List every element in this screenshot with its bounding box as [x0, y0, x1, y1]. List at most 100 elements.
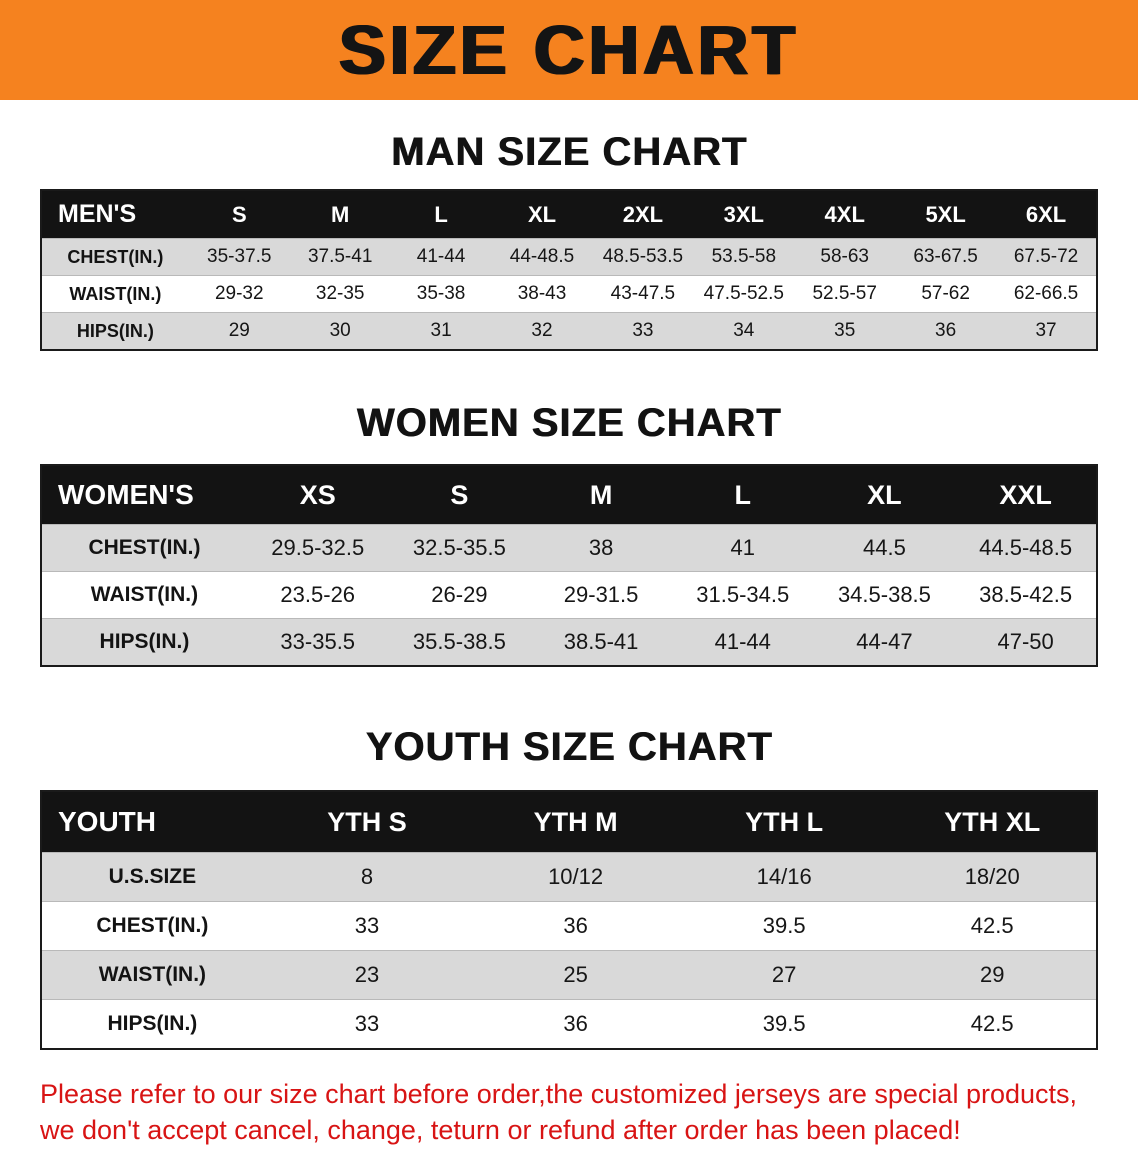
size-value-cell: 58-63 [820, 246, 870, 267]
table-row: WAIST(IN.) 29-32 32-35 35-38 38-43 43-47.5 47.… [41, 275, 1097, 313]
table-title-cell: YOUTH [41, 791, 263, 853]
size-value-cell: 34.5-38.5 [837, 582, 931, 607]
size-value-cell: 48.5-53.5 [602, 246, 684, 267]
size-value-cell: 43-47.5 [610, 283, 676, 304]
youth-size-chart-heading: YOUTH SIZE CHART [365, 725, 773, 769]
women-size-chart-table: WOMEN'S XS S M L XL XXL CHEST(IN.) 29.5-32.5 32.5… [40, 464, 1098, 667]
size-value-cell: 36 [563, 1011, 588, 1036]
size-value-cell: 42.5 [970, 1011, 1014, 1036]
size-value-cell: 31 [430, 320, 452, 341]
size-value-cell: 53.5-58 [711, 246, 777, 267]
size-value-cell: 37.5-41 [307, 246, 373, 267]
size-value-cell: 36 [935, 320, 957, 341]
size-value-cell: 35-37.5 [207, 246, 272, 267]
table-row: CHEST(IN.) 35-37.5 37.5-41 41-44 44-48.5 48.5… [41, 238, 1097, 276]
youth-size-chart-table: YOUTH YTH S YTH M YTH L YTH XL U.S.SIZE 8 10/12… [40, 790, 1098, 1050]
table-title-cell: WOMEN'S [41, 465, 247, 525]
size-value-cell: 32 [531, 320, 553, 341]
table-row: CHEST(IN.) 29.5-32.5 32.5-35.5 38 41 44.5 44.5… [41, 524, 1097, 572]
disclaimer-line-1: Please refer to our size chart before or… [40, 1079, 1078, 1109]
size-column-header: M [530, 465, 672, 525]
size-value-cell: 67.5-72 [1013, 246, 1079, 267]
size-value-cell: 35 [834, 320, 856, 341]
size-value-cell: 57-62 [921, 283, 970, 304]
size-column-header: XS [246, 465, 389, 525]
table-row: HIPS(IN.) 33-35.5 35.5-38.5 38.5-41 41-44 44-… [41, 618, 1097, 666]
size-value-cell: 44.5-48.5 [979, 535, 1073, 560]
row-label: HIPS(IN.) [107, 1012, 198, 1035]
youth-size-chart-section: YOUTH SIZE CHART YOUTH YTH S YTH M YTH L YTH … [0, 725, 1138, 1050]
size-column-header: 5XL [895, 190, 997, 239]
size-value-cell: 30 [329, 320, 351, 341]
man-size-chart-table: MEN'S S M L XL 2XL 3XL 4XL 5XL 6XL CHEST(IN.) 35-37… [40, 189, 1098, 351]
size-value-cell: 41 [730, 535, 755, 560]
size-value-cell: 23.5-26 [280, 582, 356, 607]
row-label: WAIST(IN.) [90, 583, 199, 606]
size-value-cell: 35-38 [416, 283, 466, 304]
row-label: HIPS(IN.) [76, 320, 154, 341]
size-column-header: S [188, 190, 290, 239]
size-value-cell: 39.5 [762, 1011, 806, 1036]
size-value-cell: 36 [563, 913, 588, 938]
size-column-header: YTH L [679, 791, 889, 853]
size-value-cell: 29-32 [214, 283, 264, 304]
table-row: HIPS(IN.) 33 36 39.5 42.5 [41, 999, 1097, 1049]
size-value-cell: 29 [979, 962, 1005, 987]
size-column-header: XXL [955, 465, 1097, 525]
man-size-chart-section: MAN SIZE CHART MEN'S S M L XL 2XL 3XL 4XL 5XL 6XL C… [0, 130, 1138, 351]
size-column-header: 3XL [693, 190, 795, 239]
banner-title: SIZE CHART [339, 11, 799, 89]
table-row: WAIST(IN.) 23.5-26 26-29 29-31.5 31.5-34.5 34… [41, 571, 1097, 619]
size-value-cell: 47-50 [997, 629, 1054, 654]
row-label: U.S.SIZE [108, 865, 197, 888]
table-title-cell: MEN'S [41, 190, 189, 239]
size-column-header: S [388, 465, 531, 525]
size-value-cell: 44.5 [863, 535, 906, 560]
size-value-cell: 34 [733, 320, 755, 341]
size-value-cell: 26-29 [431, 582, 488, 607]
size-value-cell: 38.5-42.5 [979, 582, 1073, 607]
size-value-cell: 33 [632, 320, 654, 341]
size-column-header: YTH XL [888, 791, 1097, 853]
size-value-cell: 29 [228, 320, 250, 341]
size-value-cell: 8 [360, 864, 374, 889]
disclaimer-line-2: we don't accept cancel, change, teturn o… [40, 1115, 961, 1146]
size-value-cell: 62-66.5 [1013, 283, 1079, 304]
table-header-row: YOUTH YTH S YTH M YTH L YTH XL [41, 791, 1097, 853]
row-label: WAIST(IN.) [69, 283, 162, 304]
size-column-header: XL [491, 190, 593, 239]
table-header-row: WOMEN'S XS S M L XL XXL [41, 465, 1097, 525]
table-row: HIPS(IN.) 29 30 31 32 33 34 35 36 37 [41, 312, 1097, 350]
table-header-row: MEN'S S M L XL 2XL 3XL 4XL 5XL 6XL [41, 190, 1097, 239]
size-value-cell: 37 [1035, 320, 1057, 341]
size-column-header: XL [813, 465, 956, 525]
size-column-header: L [390, 190, 492, 239]
size-column-header: YTH S [262, 791, 472, 853]
size-value-cell: 29-31.5 [563, 582, 639, 607]
size-value-cell: 42.5 [970, 913, 1014, 938]
size-value-cell: 44-48.5 [509, 246, 575, 267]
size-column-header: 2XL [592, 190, 694, 239]
size-column-header: 6XL [996, 190, 1097, 239]
women-size-chart-section: WOMEN SIZE CHART WOMEN'S XS S M L XL XXL CHEST(I… [0, 401, 1138, 667]
size-value-cell: 41-44 [416, 246, 466, 267]
row-label: WAIST(IN.) [98, 963, 207, 986]
size-value-cell: 52.5-57 [812, 283, 877, 304]
size-value-cell: 39.5 [762, 913, 806, 938]
size-value-cell: 32-35 [315, 283, 365, 304]
man-size-chart-heading: MAN SIZE CHART [390, 130, 748, 174]
size-value-cell: 25 [563, 962, 588, 987]
size-value-cell: 41-44 [714, 629, 771, 654]
size-value-cell: 44-47 [856, 629, 913, 654]
table-row: U.S.SIZE 8 10/12 14/16 18/20 [41, 852, 1097, 902]
size-value-cell: 38 [588, 535, 614, 560]
banner: SIZE CHART [0, 0, 1138, 100]
size-value-cell: 14/16 [756, 864, 812, 889]
size-value-cell: 33 [354, 913, 380, 938]
size-column-header: YTH M [471, 791, 680, 853]
disclaimer: Please refer to our size chart before or… [40, 1076, 1138, 1149]
table-row: WAIST(IN.) 23 25 27 29 [41, 950, 1097, 1000]
row-label: HIPS(IN.) [99, 630, 190, 653]
size-value-cell: 47.5-52.5 [703, 283, 784, 304]
